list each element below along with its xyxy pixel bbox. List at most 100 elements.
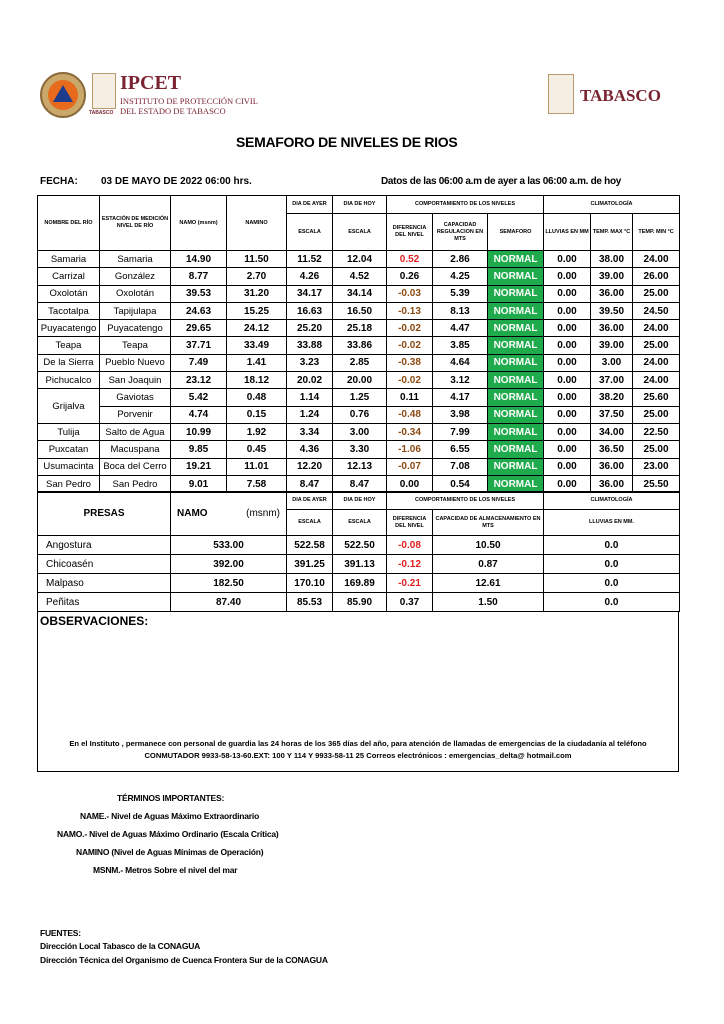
contact-note-line-2: CONMUTADOR 9933-58-13-60.EXT: 100 Y 114 … [144, 751, 572, 760]
lluvias-cell: 0.00 [543, 249, 592, 269]
header-presas: PRESAS [37, 491, 171, 536]
namo-cell: 8.77 [170, 267, 227, 286]
diferencia-cell: -0.48 [386, 405, 433, 424]
river-row: Oxolotán Oxolotán 39.53 31.20 34.17 34.14 -0.0… [37, 284, 681, 303]
escala-hoy-cell: 3.00 [332, 422, 387, 442]
escala-ayer-cell: 170.10 [286, 573, 333, 593]
station-cell: Pueblo Nuevo [99, 353, 171, 373]
tmin-cell: 22.50 [632, 422, 681, 442]
dam-row: Angostura 533.00 522.58 522.50 -0.08 10.50 0.0 [37, 535, 680, 555]
namo-cell: 37.71 [170, 336, 227, 355]
escala-hoy-cell: 20.00 [332, 371, 387, 390]
lluvias-cell: 0.00 [543, 371, 592, 390]
tmin-cell: 25.00 [632, 336, 681, 355]
semaforo-badge: NORMAL [486, 301, 545, 321]
dam-name-cell: Angostura [37, 535, 171, 555]
escala-ayer-cell: 33.88 [286, 336, 333, 355]
header-escala-ayer: ESCALA [286, 509, 333, 536]
tmin-cell: 25.00 [632, 284, 681, 303]
tmax-cell: 36.00 [590, 284, 634, 303]
lluvias-cell: 0.00 [543, 353, 592, 373]
escala-hoy-cell: 0.76 [332, 405, 387, 424]
tmax-cell: 37.50 [590, 405, 634, 424]
escala-ayer-cell: 391.25 [286, 554, 333, 574]
escala-ayer-cell: 34.17 [286, 284, 333, 303]
station-cell: Puyacatengo [99, 319, 171, 338]
header-namo: NAMO [177, 508, 208, 519]
lluvias-cell: 0.0 [543, 592, 680, 612]
escala-hoy-cell: 1.25 [332, 388, 387, 407]
namo-cell: 533.00 [170, 535, 287, 555]
header-climatologia: CLIMATOLOGÍA [543, 491, 680, 510]
namo-cell: 39.53 [170, 284, 227, 303]
station-cell: Samaria [99, 249, 171, 269]
escala-ayer-cell: 20.02 [286, 371, 333, 390]
escala-ayer-cell: 1.24 [286, 405, 333, 424]
river-row: Tacotalpa Tapijulapa 24.63 15.25 16.63 16.50-… [37, 301, 681, 321]
tmax-cell: 34.00 [590, 422, 634, 442]
dam-name-cell: Peñitas [37, 592, 171, 612]
header-semaforo: SEMAFORO [486, 213, 545, 251]
header-msnm: (msnm) [246, 508, 280, 519]
capacidad-cell: 4.64 [432, 353, 488, 373]
tmax-cell: 39.00 [590, 336, 634, 355]
termino-namo: NAMO.- Nivel de Aguas Máximo Ordinario (… [57, 829, 279, 839]
termino-namino: NAMINO (Nivel de Aguas Mínimas de Operac… [76, 847, 264, 857]
escala-ayer-cell: 3.23 [286, 353, 333, 373]
semaforo-badge: NORMAL [486, 422, 545, 442]
tabasco-coat-of-arms-logo [92, 73, 116, 109]
escala-ayer-cell: 3.34 [286, 422, 333, 442]
header-escala-hoy: ESCALA [332, 213, 387, 251]
tmax-cell: 36.00 [590, 319, 634, 338]
capacidad-cell: 0.87 [432, 554, 544, 574]
diferencia-cell: -0.38 [386, 353, 433, 373]
capacidad-cell: 4.47 [432, 319, 488, 338]
semaforo-badge: NORMAL [486, 440, 545, 459]
river-name-cell: Pichucalco [37, 371, 100, 390]
terminos-title: TÉRMINOS IMPORTANTES: [117, 793, 225, 803]
capacidad-cell: 3.98 [432, 405, 488, 424]
river-row: Samaria Samaria 14.90 11.50 11.52 12.04 0.52 2.… [37, 249, 681, 269]
capacidad-cell: 4.17 [432, 388, 488, 407]
diferencia-cell: -0.34 [386, 422, 433, 442]
header-estacion: ESTACIÓN DE MEDICIÓN NIVEL DE RÍO [99, 195, 171, 251]
river-row: Usumacinta Boca del Cerro 19.21 11.01 12.20 1… [37, 457, 681, 476]
capacidad-cell: 3.85 [432, 336, 488, 355]
river-row: Grijalva Gaviotas 5.42 0.48 1.14 1.25 0.11 4.17… [37, 388, 681, 424]
contact-note-line-1: En el Instituto , permanece con personal… [69, 739, 647, 748]
namino-cell: 1.92 [226, 422, 287, 442]
diferencia-cell: 0.26 [386, 267, 433, 286]
namino-cell: 15.25 [226, 301, 287, 321]
river-name-cell: Puxcatan [37, 440, 100, 459]
lluvias-cell: 0.00 [543, 284, 592, 303]
diferencia-cell: -0.12 [386, 554, 433, 574]
capacidad-cell: 4.25 [432, 267, 488, 286]
escala-hoy-cell: 2.85 [332, 353, 387, 373]
tmax-cell: 39.00 [590, 267, 634, 286]
capacidad-cell: 1.50 [432, 592, 544, 612]
lluvias-cell: 0.0 [543, 573, 680, 593]
namo-cell: 14.90 [170, 249, 227, 269]
tmax-cell: 39.50 [590, 301, 634, 321]
escala-hoy-cell: 169.89 [332, 573, 387, 593]
escala-hoy-cell: 4.52 [332, 267, 387, 286]
header-comportamiento: COMPORTAMIENTO DE LOS NIVELES [386, 491, 544, 510]
station-cell: Porvenir [99, 405, 171, 424]
capacidad-cell: 7.99 [432, 422, 488, 442]
station-cell: Macuspana [99, 440, 171, 459]
semaforo-badge: NORMAL [486, 457, 545, 476]
diferencia-cell: -0.02 [386, 371, 433, 390]
tmax-cell: 37.00 [590, 371, 634, 390]
station-cell: Salto de Agua [99, 422, 171, 442]
tmax-cell: 36.50 [590, 440, 634, 459]
header-namino: NAMINO [226, 195, 287, 251]
tmin-cell: 25.00 [632, 405, 681, 424]
river-row: Pichucalco San Joaquin 23.12 18.12 20.02 20.0… [37, 371, 681, 390]
capacidad-cell: 7.08 [432, 457, 488, 476]
ipcet-subtitle-line-2: DEL ESTADO DE TABASCO [120, 106, 226, 116]
escala-hoy-cell: 3.30 [332, 440, 387, 459]
tmin-cell: 25.60 [632, 388, 681, 407]
header-capacidad: CAPACIDAD REGULACION EN MTS [432, 213, 488, 251]
diferencia-cell: -0.03 [386, 284, 433, 303]
